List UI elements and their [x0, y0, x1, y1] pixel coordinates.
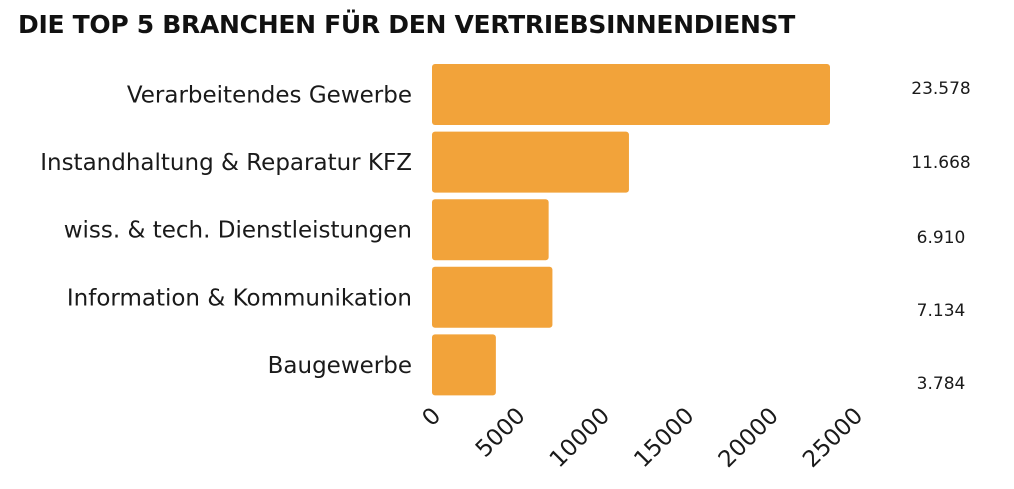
value-label-2: 11.668: [911, 153, 970, 173]
bar-1: [432, 64, 830, 125]
x-tick-label-3: 10000: [545, 403, 615, 473]
category-label-2: Instandhaltung & Reparatur KFZ: [40, 150, 412, 176]
category-label-3: wiss. & tech. Dienstleistungen: [64, 218, 412, 244]
value-label-3: 6.910: [917, 228, 966, 248]
x-tick-label-6: 25000: [798, 403, 868, 473]
bar-3: [432, 199, 549, 261]
category-label-5: Baugewerbe: [268, 353, 412, 379]
value-label-5: 3.784: [917, 374, 966, 394]
x-tick-label-5: 20000: [714, 403, 784, 473]
x-tick-label-2: 5000: [471, 403, 531, 463]
x-tick-label-1: 0: [418, 403, 447, 432]
value-label-1: 23.578: [911, 79, 970, 99]
chart-title: DIE TOP 5 BRANCHEN FÜR DEN VERTRIEBSINNE…: [18, 10, 796, 39]
x-tick-label-4: 15000: [629, 403, 699, 473]
value-label-4: 7.134: [917, 301, 966, 321]
category-label-1: Verarbeitendes Gewerbe: [127, 83, 412, 109]
bar-2: [432, 131, 629, 193]
bar-4: [432, 266, 553, 328]
bar-5: [432, 334, 496, 396]
category-label-4: Information & Kommunikation: [67, 285, 412, 311]
